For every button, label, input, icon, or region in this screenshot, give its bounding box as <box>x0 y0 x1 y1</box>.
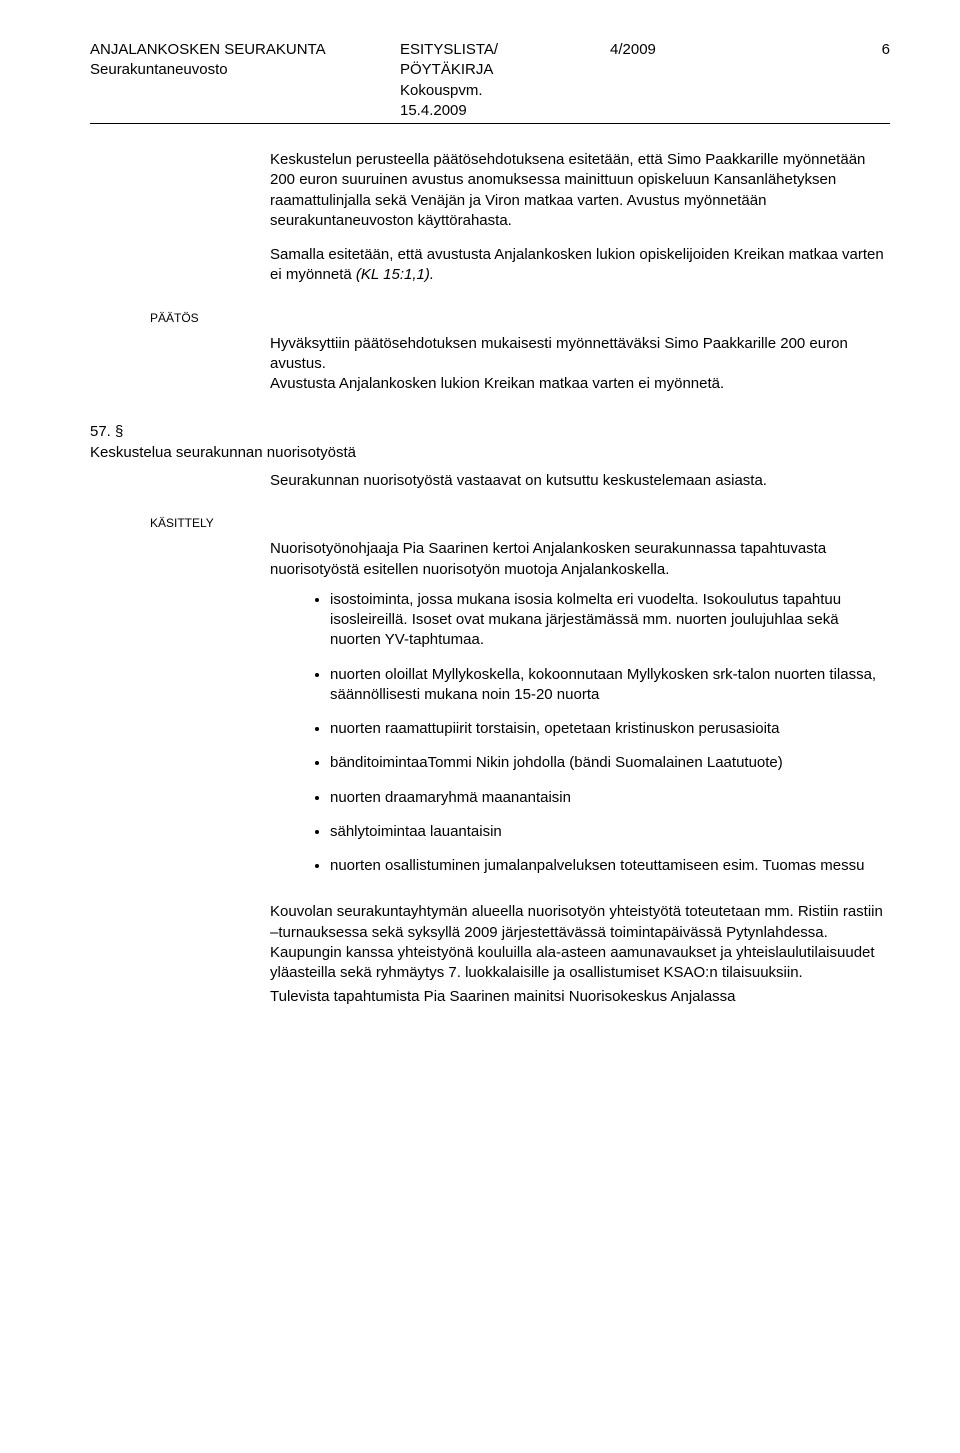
page-header: ANJALANKOSKEN SEURAKUNTA Seurakuntaneuvo… <box>90 40 890 124</box>
proposal-p1: Keskustelun perusteella päätösehdotuksen… <box>270 150 890 231</box>
doc-type-2: PÖYTÄKIRJA <box>400 60 560 80</box>
header-mid: ESITYSLISTA/ PÖYTÄKIRJA Kokouspvm. 15.4.… <box>400 40 560 121</box>
unit-name: Seurakuntaneuvosto <box>90 60 400 80</box>
list-item: nuorten draamaryhmä maanantaisin <box>330 788 890 808</box>
org-name: ANJALANKOSKEN SEURAKUNTA <box>90 40 400 60</box>
proposal-p2: Samalla esitetään, että avustusta Anjala… <box>270 245 890 286</box>
doc-date: 15.4.2009 <box>400 101 560 121</box>
list-item: sählytoimintaa lauantaisin <box>330 822 890 842</box>
list-item: isostoiminta, jossa mukana isosia kolmel… <box>330 590 890 651</box>
proposal-block: Keskustelun perusteella päätösehdotuksen… <box>270 150 890 286</box>
handling-after1: Kouvolan seurakuntayhtymän alueella nuor… <box>270 902 890 983</box>
decision-p1: Hyväksyttiin päätösehdotuksen mukaisesti… <box>270 334 890 375</box>
list-item: nuorten oloillat Myllykoskella, kokoonnu… <box>330 665 890 706</box>
page-number: 6 <box>882 40 890 121</box>
doc-type-1: ESITYSLISTA/ <box>400 40 560 60</box>
header-right: 4/2009 6 <box>560 40 890 121</box>
handling-after2: Tulevista tapahtumista Pia Saarinen main… <box>270 987 890 1007</box>
section-57-title: Keskustelua seurakunnan nuorisotyöstä <box>90 443 890 463</box>
handling-label: KÄSITTELY <box>150 515 890 531</box>
list-item: nuorten osallistuminen jumalanpalvelukse… <box>330 856 890 876</box>
doc-date-label: Kokouspvm. <box>400 81 560 101</box>
list-item: bänditoimintaaTommi Nikin johdolla (bänd… <box>330 753 890 773</box>
decision-block: Hyväksyttiin päätösehdotuksen mukaisesti… <box>270 334 890 395</box>
section-57-num: 57. § <box>90 422 890 442</box>
handling-intro: Nuorisotyönohjaaja Pia Saarinen kertoi A… <box>270 539 890 580</box>
handling-bullets: isostoiminta, jossa mukana isosia kolmel… <box>270 590 890 877</box>
section-57-intro: Seurakunnan nuorisotyöstä vastaavat on k… <box>270 471 890 491</box>
proposal-p2b: (KL 15:1,1). <box>356 266 434 283</box>
decision-p2: Avustusta Anjalankosken lukion Kreikan m… <box>270 374 890 394</box>
decision-label: PÄÄTÖS <box>150 310 890 326</box>
list-item: nuorten raamattupiirit torstaisin, opete… <box>330 719 890 739</box>
doc-number: 4/2009 <box>610 40 656 121</box>
header-left: ANJALANKOSKEN SEURAKUNTA Seurakuntaneuvo… <box>90 40 400 121</box>
